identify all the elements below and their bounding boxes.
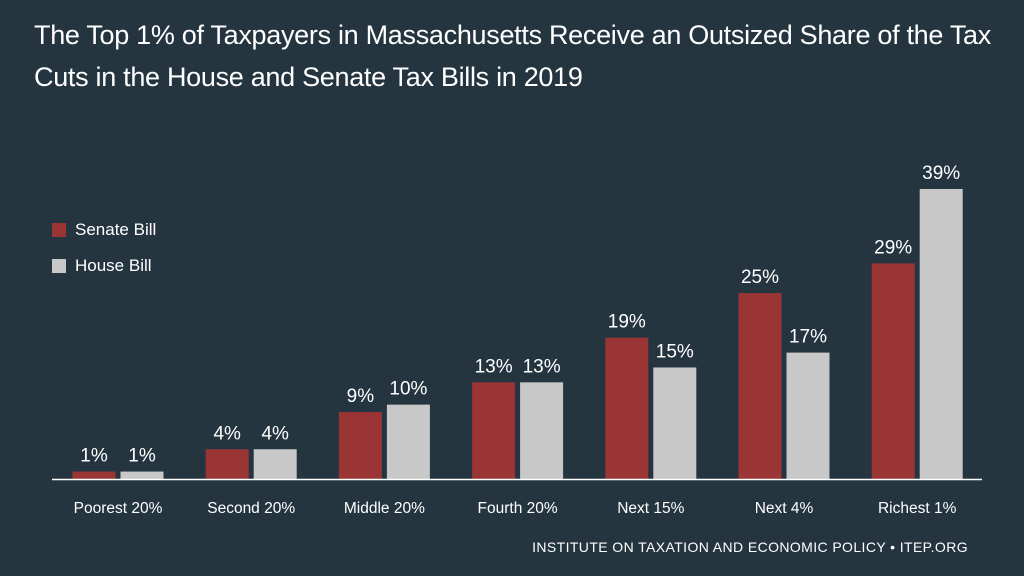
value-label-senate-bill-next-4: 25% xyxy=(741,267,779,288)
value-label-senate-bill-middle-20: 9% xyxy=(347,386,375,407)
legend-label-senate: Senate Bill xyxy=(75,220,157,239)
chart-title: The Top 1% of Taxpayers in Massachusetts… xyxy=(34,20,991,92)
value-label-house-bill-middle-20: 10% xyxy=(389,379,427,400)
bar-senate-bill-second-20 xyxy=(205,449,249,479)
value-label-house-bill-next-4: 17% xyxy=(789,327,827,348)
value-label-senate-bill-poorest-20: 1% xyxy=(80,446,108,467)
bar-house-bill-next-4 xyxy=(786,352,830,479)
bar-house-bill-second-20 xyxy=(253,449,297,479)
bar-house-bill-fourth-20 xyxy=(520,382,564,479)
category-label-richest-1: Richest 1% xyxy=(878,500,957,517)
category-label-poorest-20: Poorest 20% xyxy=(74,500,163,517)
bar-senate-bill-richest-1 xyxy=(871,263,915,479)
value-label-senate-bill-fourth-20: 13% xyxy=(475,356,513,377)
category-label-next-4: Next 4% xyxy=(755,500,814,517)
bar-senate-bill-next-15 xyxy=(605,337,649,479)
bar-house-bill-richest-1 xyxy=(919,189,963,479)
category-label-next-15: Next 15% xyxy=(617,500,684,517)
category-label-fourth-20: Fourth 20% xyxy=(478,500,558,517)
source-credit: INSTITUTE ON TAXATION AND ECONOMIC POLIC… xyxy=(532,539,968,555)
category-label-second-20: Second 20% xyxy=(207,500,295,517)
value-label-house-bill-richest-1: 39% xyxy=(922,163,960,184)
bar-senate-bill-fourth-20 xyxy=(472,382,516,479)
legend-swatch-house xyxy=(52,259,66,273)
legend-item-house: House Bill xyxy=(52,248,156,284)
bar-house-bill-middle-20 xyxy=(386,404,430,479)
bar-house-bill-poorest-20 xyxy=(120,471,164,479)
category-label-middle-20: Middle 20% xyxy=(344,500,425,517)
bar-senate-bill-next-4 xyxy=(738,293,782,479)
value-label-senate-bill-second-20: 4% xyxy=(213,423,241,444)
legend-item-senate: Senate Bill xyxy=(52,212,156,248)
value-label-house-bill-poorest-20: 1% xyxy=(128,446,156,467)
bar-senate-bill-middle-20 xyxy=(338,412,382,479)
bar-senate-bill-poorest-20 xyxy=(72,471,116,479)
value-label-house-bill-fourth-20: 13% xyxy=(523,356,561,377)
value-label-house-bill-second-20: 4% xyxy=(261,423,289,444)
labels-layer: 1% 1% Poorest 20% 4% 4% Second 20% 9% 10% Middle… xyxy=(74,163,961,517)
legend: Senate Bill House Bill xyxy=(52,212,156,284)
value-label-senate-bill-next-15: 19% xyxy=(608,312,646,333)
value-label-senate-bill-richest-1: 29% xyxy=(874,237,912,258)
legend-swatch-senate xyxy=(52,223,66,237)
value-label-house-bill-next-15: 15% xyxy=(656,341,694,362)
legend-label-house: House Bill xyxy=(75,256,152,275)
bars-layer xyxy=(72,189,963,479)
bar-house-bill-next-15 xyxy=(653,367,697,479)
